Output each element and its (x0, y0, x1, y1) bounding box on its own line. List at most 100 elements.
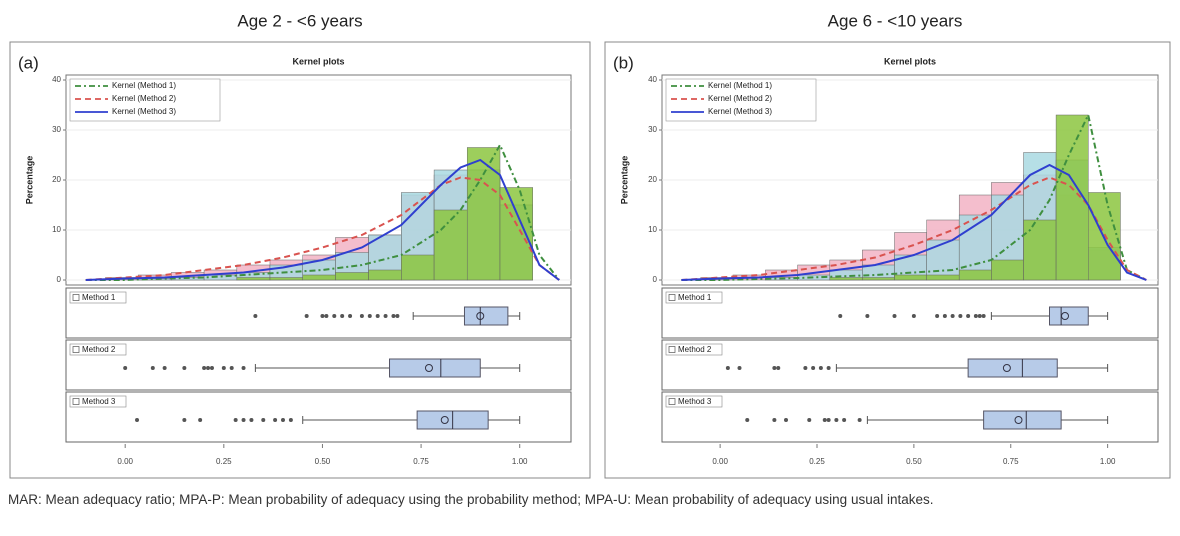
panel-frame (604, 41, 1171, 479)
mean-marker (1061, 312, 1069, 320)
kernel-line (85, 158, 560, 281)
box-row-icon (72, 346, 80, 353)
y-tick-label: 40 (52, 75, 61, 84)
box (967, 358, 1058, 378)
outlier (725, 366, 730, 370)
outlier (942, 314, 947, 318)
box-row-label: Method 2 (678, 345, 712, 354)
histogram-bar (1023, 219, 1057, 281)
outlier (375, 314, 380, 318)
box-row-label: Method 3 (678, 397, 712, 406)
x-tick-label: 0.50 (906, 457, 922, 466)
legend-label: Kernel (Method 3) (112, 107, 176, 116)
histogram-bar (335, 272, 369, 281)
legend-label: Kernel (Method 3) (708, 107, 772, 116)
histogram-bar (894, 274, 927, 281)
outlier (803, 366, 808, 370)
y-tick-label: 30 (52, 125, 61, 134)
box (463, 306, 509, 326)
outlier (221, 366, 226, 370)
x-tick-label: 0.50 (315, 457, 331, 466)
outlier (261, 418, 266, 422)
y-tick-label: 20 (648, 175, 657, 184)
x-tick-label: 0.25 (809, 457, 825, 466)
kernel-line (681, 163, 1147, 281)
x-tick-label: 0.00 (117, 457, 133, 466)
histogram-bar (269, 277, 303, 281)
outlier (737, 366, 742, 370)
box-row-tag (69, 343, 127, 356)
y-tick-label: 0 (57, 275, 62, 284)
outlier (340, 314, 345, 318)
y-axis-label: Percentage (619, 156, 629, 205)
x-tick-label: 0.75 (1003, 457, 1019, 466)
box-row-label: Method 1 (678, 293, 712, 302)
histogram-bar (203, 274, 238, 281)
legend-label: Kernel (Method 2) (112, 94, 176, 103)
x-tick-label: 0.25 (216, 457, 232, 466)
outlier (367, 314, 372, 318)
footnote: MAR: Mean adequacy ratio; MPA-P: Mean pr… (8, 492, 934, 507)
outlier (249, 418, 254, 422)
outlier (838, 314, 843, 318)
kernel-line (85, 176, 560, 281)
box-row-label: Method 1 (82, 293, 116, 302)
outlier (826, 418, 831, 422)
y-tick-label: 10 (648, 225, 657, 234)
outlier (273, 418, 278, 422)
mean-marker (1014, 416, 1023, 424)
box (389, 358, 481, 378)
panel-frame (9, 41, 591, 479)
outlier (162, 366, 167, 370)
mean-marker (476, 312, 485, 320)
panel-label: (b) (613, 53, 634, 72)
outlier (842, 418, 847, 422)
mean-marker (440, 416, 449, 424)
histogram-bar (862, 277, 895, 281)
histogram-bar (926, 239, 960, 281)
histogram-bar (466, 147, 501, 281)
legend-label: Kernel (Method 2) (708, 94, 772, 103)
box-row-tag (665, 291, 723, 304)
x-tick-label: 1.00 (1100, 457, 1116, 466)
panel-label: (a) (18, 53, 39, 72)
y-tick-label: 10 (52, 225, 61, 234)
y-tick-label: 0 (653, 275, 658, 284)
outlier (229, 366, 234, 370)
histogram-bar (926, 274, 960, 281)
outlier (865, 314, 870, 318)
outlier (958, 314, 963, 318)
y-tick-label: 40 (648, 75, 657, 84)
box-row-frame (65, 339, 572, 391)
outlier (202, 366, 207, 370)
histogram-bar (236, 277, 271, 281)
kernel-line (681, 111, 1147, 281)
outlier (745, 418, 750, 422)
outlier (383, 314, 388, 318)
outlier (395, 314, 400, 318)
outlier (320, 314, 325, 318)
outlier (950, 314, 955, 318)
figure: Age 2 - <6 years (a) Kernel plots Percentag… (9, 11, 1171, 479)
legend-label: Kernel (Method 1) (112, 81, 176, 90)
outlier (233, 418, 238, 422)
legend-label: Kernel (Method 1) (708, 81, 772, 90)
box-row-icon (72, 398, 80, 405)
outlier (776, 366, 781, 370)
outlier (135, 418, 140, 422)
outlier (807, 418, 812, 422)
histogram-bar (302, 274, 336, 281)
outlier (818, 366, 823, 370)
box-row-frame (65, 391, 572, 443)
outlier (253, 314, 258, 318)
outlier (332, 314, 337, 318)
outlier (359, 314, 364, 318)
plot-title: Kernel plots (884, 56, 936, 66)
outlier (348, 314, 353, 318)
box-row-tag (665, 395, 723, 408)
histogram-bar (958, 269, 992, 281)
panel-title: Age 2 - <6 years (237, 11, 362, 30)
outlier (304, 314, 309, 318)
histogram-bar (991, 259, 1024, 281)
outlier (892, 314, 897, 318)
